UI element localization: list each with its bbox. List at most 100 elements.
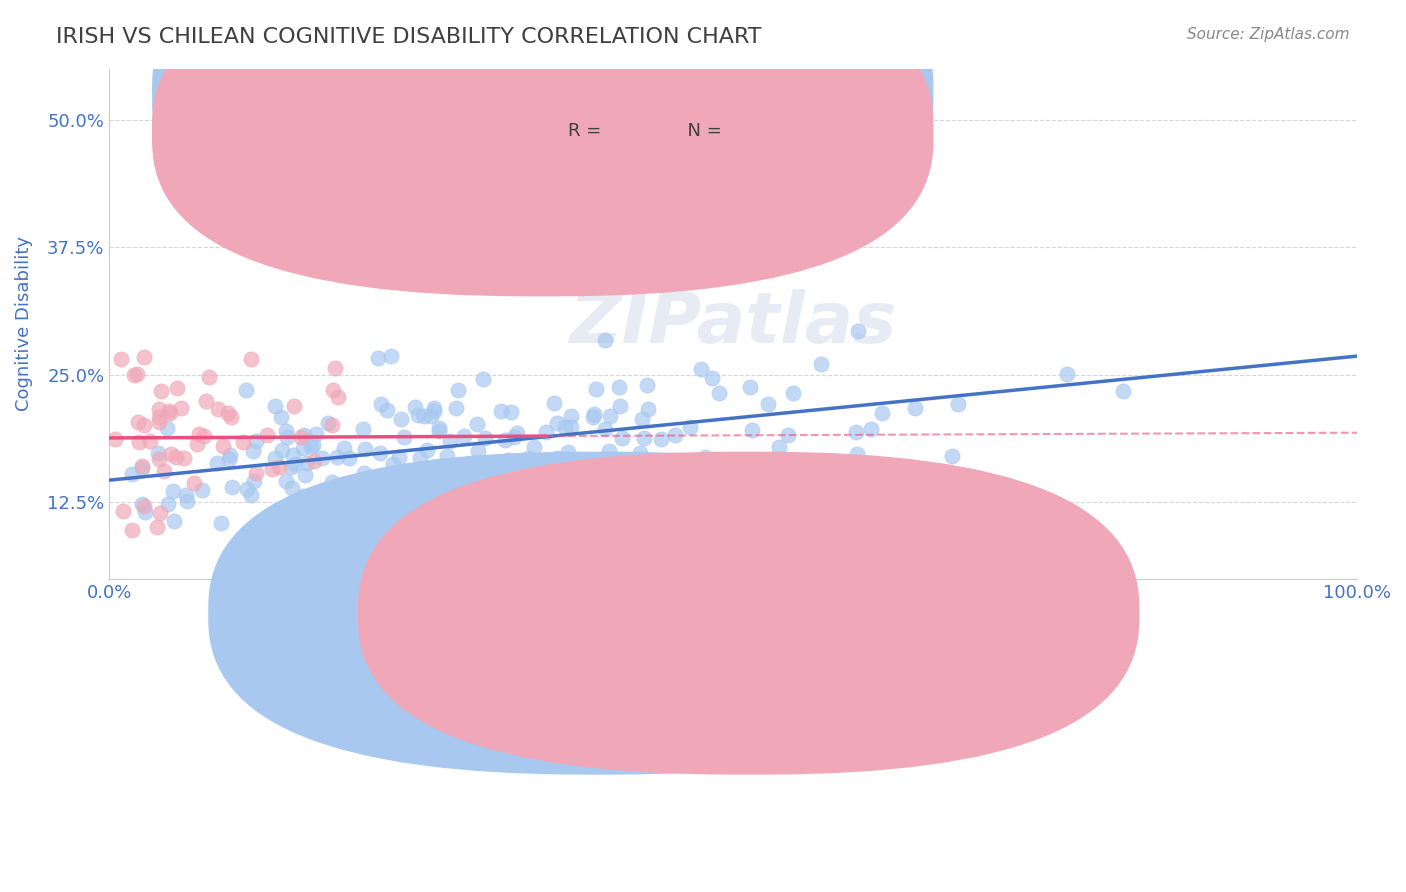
Point xyxy=(475,515,498,529)
Point xyxy=(664,428,686,442)
Point xyxy=(219,410,242,425)
Point xyxy=(297,525,319,540)
Point xyxy=(294,467,316,482)
Point xyxy=(422,459,444,474)
Point xyxy=(290,494,312,508)
Point xyxy=(859,422,882,436)
Text: R =: R = xyxy=(568,122,607,140)
Point xyxy=(245,434,267,449)
Text: Irish: Irish xyxy=(627,606,665,624)
Point xyxy=(165,450,187,464)
Point xyxy=(367,351,389,366)
Point xyxy=(389,411,412,425)
Point xyxy=(415,442,437,457)
Point xyxy=(134,350,156,364)
Point xyxy=(550,455,572,469)
FancyBboxPatch shape xyxy=(359,452,1139,774)
Point xyxy=(218,452,240,467)
Point xyxy=(768,440,790,454)
Point xyxy=(194,394,217,409)
Y-axis label: Cognitive Disability: Cognitive Disability xyxy=(15,236,32,411)
Point xyxy=(173,450,195,465)
Point xyxy=(186,437,208,451)
Text: 0.328: 0.328 xyxy=(614,84,672,102)
Point xyxy=(554,419,576,434)
Text: Source: ZipAtlas.com: Source: ZipAtlas.com xyxy=(1187,27,1350,42)
Point xyxy=(290,430,312,444)
Point xyxy=(354,442,377,457)
Point xyxy=(571,476,593,491)
Point xyxy=(193,429,215,443)
Point xyxy=(523,440,546,454)
Point xyxy=(420,475,443,489)
Point xyxy=(738,380,761,394)
Point xyxy=(176,493,198,508)
Point xyxy=(323,360,346,375)
Point xyxy=(122,368,145,382)
Point xyxy=(321,475,343,490)
Point xyxy=(219,448,242,462)
Point xyxy=(352,422,374,436)
Point xyxy=(292,441,315,455)
Point xyxy=(236,483,259,497)
Point xyxy=(846,324,869,338)
Point xyxy=(160,447,183,461)
Point xyxy=(274,424,297,438)
Point xyxy=(630,412,652,426)
Point xyxy=(264,451,287,466)
Point xyxy=(419,409,441,423)
Point xyxy=(110,352,132,367)
Point xyxy=(322,384,344,398)
Point xyxy=(609,380,631,394)
Point xyxy=(198,370,221,384)
Point xyxy=(756,397,779,411)
Point xyxy=(494,433,516,447)
Point xyxy=(217,406,239,420)
Point xyxy=(496,453,519,467)
Point xyxy=(385,468,408,483)
Point xyxy=(256,428,278,442)
Point xyxy=(474,431,496,445)
Point xyxy=(543,396,565,410)
Point xyxy=(276,430,298,444)
Point xyxy=(845,425,868,439)
Point xyxy=(232,435,254,450)
Point xyxy=(121,467,143,482)
Point xyxy=(776,428,799,442)
Point xyxy=(370,397,392,411)
Point xyxy=(475,461,498,475)
Point xyxy=(404,400,426,414)
Point xyxy=(299,441,322,455)
Point xyxy=(174,488,197,502)
Point xyxy=(444,401,467,415)
Point xyxy=(156,421,179,435)
Point xyxy=(741,454,763,468)
Point xyxy=(243,475,266,489)
Point xyxy=(271,504,294,518)
Point xyxy=(131,459,153,474)
Point xyxy=(212,439,235,453)
Point xyxy=(333,441,356,455)
Point xyxy=(157,496,180,510)
Point xyxy=(131,460,153,475)
Point xyxy=(245,467,267,481)
Point xyxy=(240,488,263,502)
Point xyxy=(149,506,172,520)
Point xyxy=(436,449,458,463)
Point xyxy=(633,430,655,444)
Point xyxy=(546,450,568,465)
Point xyxy=(148,415,170,429)
Point xyxy=(127,367,149,381)
Point xyxy=(741,423,763,437)
Point xyxy=(162,483,184,498)
Point xyxy=(159,406,181,420)
Point xyxy=(610,431,633,445)
Text: -0.193: -0.193 xyxy=(614,122,679,140)
Point xyxy=(471,501,494,516)
Point xyxy=(628,446,651,460)
Point xyxy=(191,483,214,497)
Point xyxy=(650,432,672,446)
FancyBboxPatch shape xyxy=(496,63,832,166)
Point xyxy=(297,456,319,470)
Point xyxy=(591,458,613,473)
